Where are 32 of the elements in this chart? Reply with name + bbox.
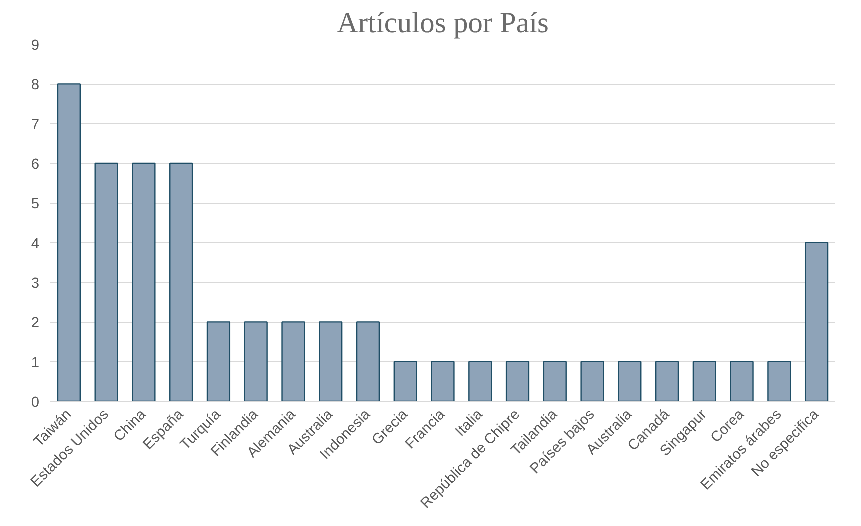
bar [94,162,118,402]
bar [506,361,530,402]
bar [170,162,194,402]
y-tick-label: 8 [31,78,40,94]
bar [431,361,455,402]
bar [206,322,231,402]
bar [244,322,268,402]
chart-title: Artículos por País [337,8,549,40]
bar [543,361,567,402]
bar [804,242,829,402]
bar [618,361,642,402]
bar [132,162,156,402]
y-tick-label: 2 [31,316,40,332]
bar [319,322,343,402]
bar [282,322,306,402]
bar [768,361,792,402]
bar [57,84,82,402]
y-tick-label: 4 [31,236,40,252]
bar [580,361,604,402]
y-tick-label: 0 [31,395,40,411]
y-tick-label: 1 [31,355,40,372]
y-tick-label: 5 [31,196,40,213]
y-tick-label: 3 [31,276,40,292]
y-tick-label: 6 [31,157,40,173]
y-tick-label: 9 [31,38,40,54]
bar [655,361,680,402]
bar [692,361,716,402]
bar [356,322,380,402]
bar [468,361,492,402]
bar [394,361,418,402]
y-tick-label: 7 [31,117,40,134]
bar [730,361,754,402]
